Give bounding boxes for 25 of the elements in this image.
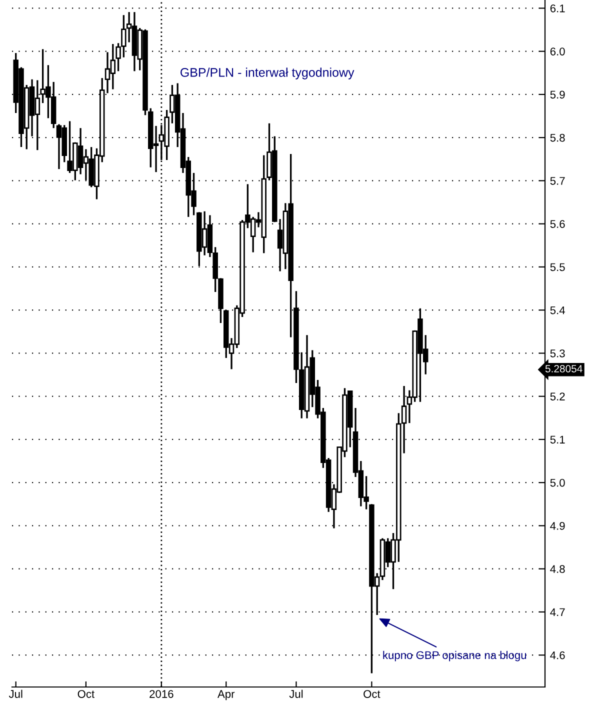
y-tick-label: 5.7 — [550, 177, 565, 185]
y-tick-label: 6.1 — [550, 4, 565, 12]
y-tick-label: 5.2 — [550, 392, 565, 400]
y-tick-label: 5.1 — [550, 436, 565, 444]
y-tick-label: 4.9 — [550, 522, 565, 530]
y-tick-label: 4.8 — [550, 565, 565, 573]
y-tick-label: 5.0 — [550, 478, 565, 487]
x-tick-label: Jul — [8, 690, 22, 698]
y-tick-label: 4.6 — [550, 651, 565, 660]
x-tick-label: Oct — [364, 690, 380, 698]
y-tick-label: 5.5 — [550, 263, 565, 272]
annotation: kupno GBP opisane na blogu — [383, 650, 526, 662]
y-tick-label: 4.7 — [550, 608, 565, 616]
text: 5.28054 — [545, 365, 582, 372]
x-tick-label: Apr — [218, 690, 235, 700]
y-tick-label: 5.6 — [550, 220, 565, 228]
x-tick-label: Jul — [289, 690, 303, 698]
y-tick-label: 5.4 — [550, 306, 565, 314]
y-tick-label: 5.3 — [550, 349, 565, 358]
y-tick-label: 6.0 — [550, 48, 565, 56]
x-tick-label: 2016 — [150, 690, 174, 698]
y-tick-label: 5.8 — [550, 134, 565, 142]
x-tick-label: Oct — [78, 690, 95, 698]
text: GBP/PLN - interwał tygodniowy — [180, 68, 354, 80]
y-tick-label: 5.9 — [550, 90, 565, 99]
